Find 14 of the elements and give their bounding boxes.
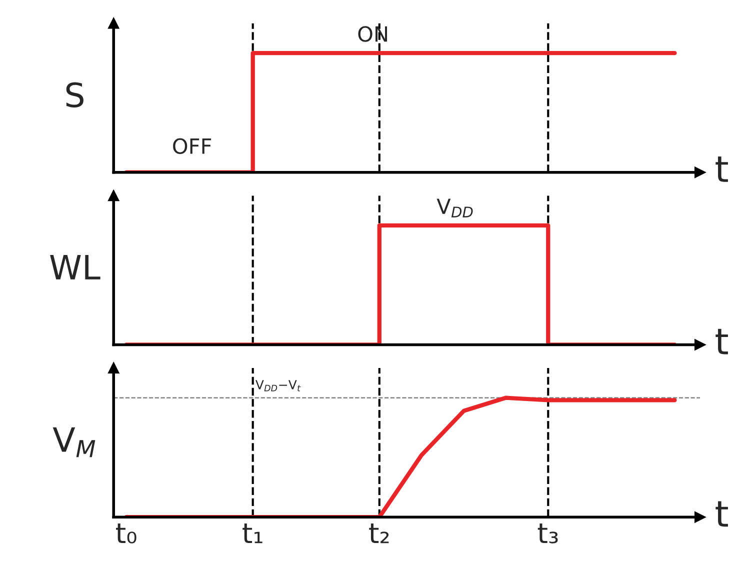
x-tick-label: t₃: [538, 524, 558, 544]
y-axis-title: S: [66, 82, 84, 108]
annotation: OFF: [173, 138, 212, 154]
x-tick-label: t₀: [116, 524, 136, 544]
x-axis-title: t: [716, 156, 728, 182]
x-tick-label: t₂: [369, 524, 389, 544]
y-axis-title: V$_{M}$: [52, 427, 96, 458]
x-axis-title: t: [716, 328, 728, 354]
y-axis-title: WL: [50, 255, 100, 280]
ref-line-label: V$_{DD}$−V$_{t}$: [255, 380, 301, 392]
text: ON: [358, 26, 388, 42]
x-axis-title: t: [716, 501, 728, 527]
x-tick-label: t₁: [242, 524, 262, 544]
text: V$_{DD}$: [436, 198, 473, 218]
